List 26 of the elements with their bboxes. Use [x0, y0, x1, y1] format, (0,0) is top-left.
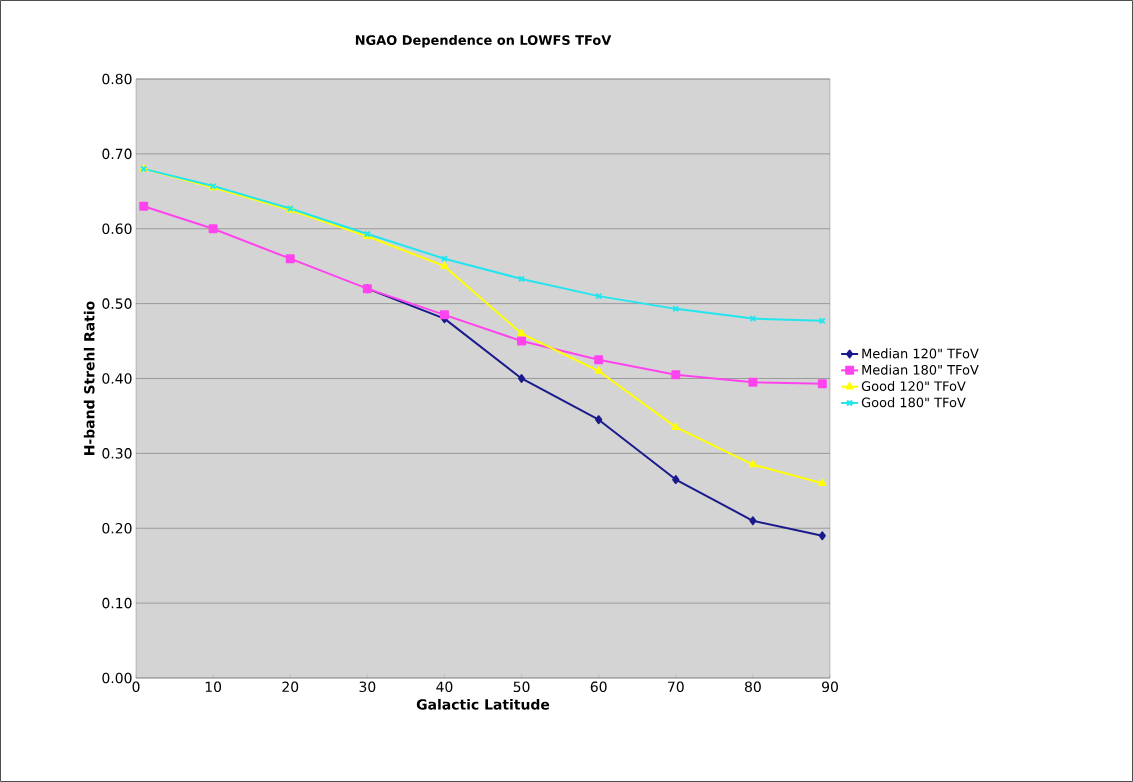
legend-label: Good 120" TFoV	[861, 380, 966, 392]
y-tick-label: 0.40	[102, 373, 132, 384]
legend-label: Median 180" TFoV	[862, 364, 979, 375]
y-tick-label: 0.00	[102, 672, 132, 684]
y-tick-label: 0.80	[102, 73, 132, 85]
y-tick-label: 0.50	[102, 298, 132, 309]
x-axis-title: Galactic Latitude	[416, 698, 550, 710]
x-tick-label: 50	[513, 681, 530, 693]
x-tick-label: 30	[359, 681, 376, 693]
x-tick-label: 20	[282, 681, 299, 693]
x-tick-label: 70	[668, 681, 684, 693]
y-tick-label: 0.60	[102, 223, 132, 235]
y-tick-label: 0.10	[102, 597, 132, 609]
x-tick-label: 80	[744, 681, 761, 693]
x-tick-label: 0	[132, 681, 140, 693]
x-tick-label: 90	[822, 681, 838, 693]
legend-label: Good 180" TFoV	[861, 397, 966, 408]
y-axis-title: H-band Strehl Ratio	[83, 301, 95, 455]
x-tick-label: 10	[205, 681, 222, 693]
y-tick-label: 0.30	[102, 448, 132, 459]
y-tick-label: 0.70	[102, 148, 132, 160]
y-tick-label: 0.20	[102, 522, 132, 534]
x-tick-label: 40	[436, 681, 453, 693]
x-tick-label: 60	[590, 681, 607, 693]
chart-title: NGAO Dependence on LOWFS TFoV	[355, 34, 612, 48]
legend-label: Median 120" TFoV	[862, 348, 979, 359]
